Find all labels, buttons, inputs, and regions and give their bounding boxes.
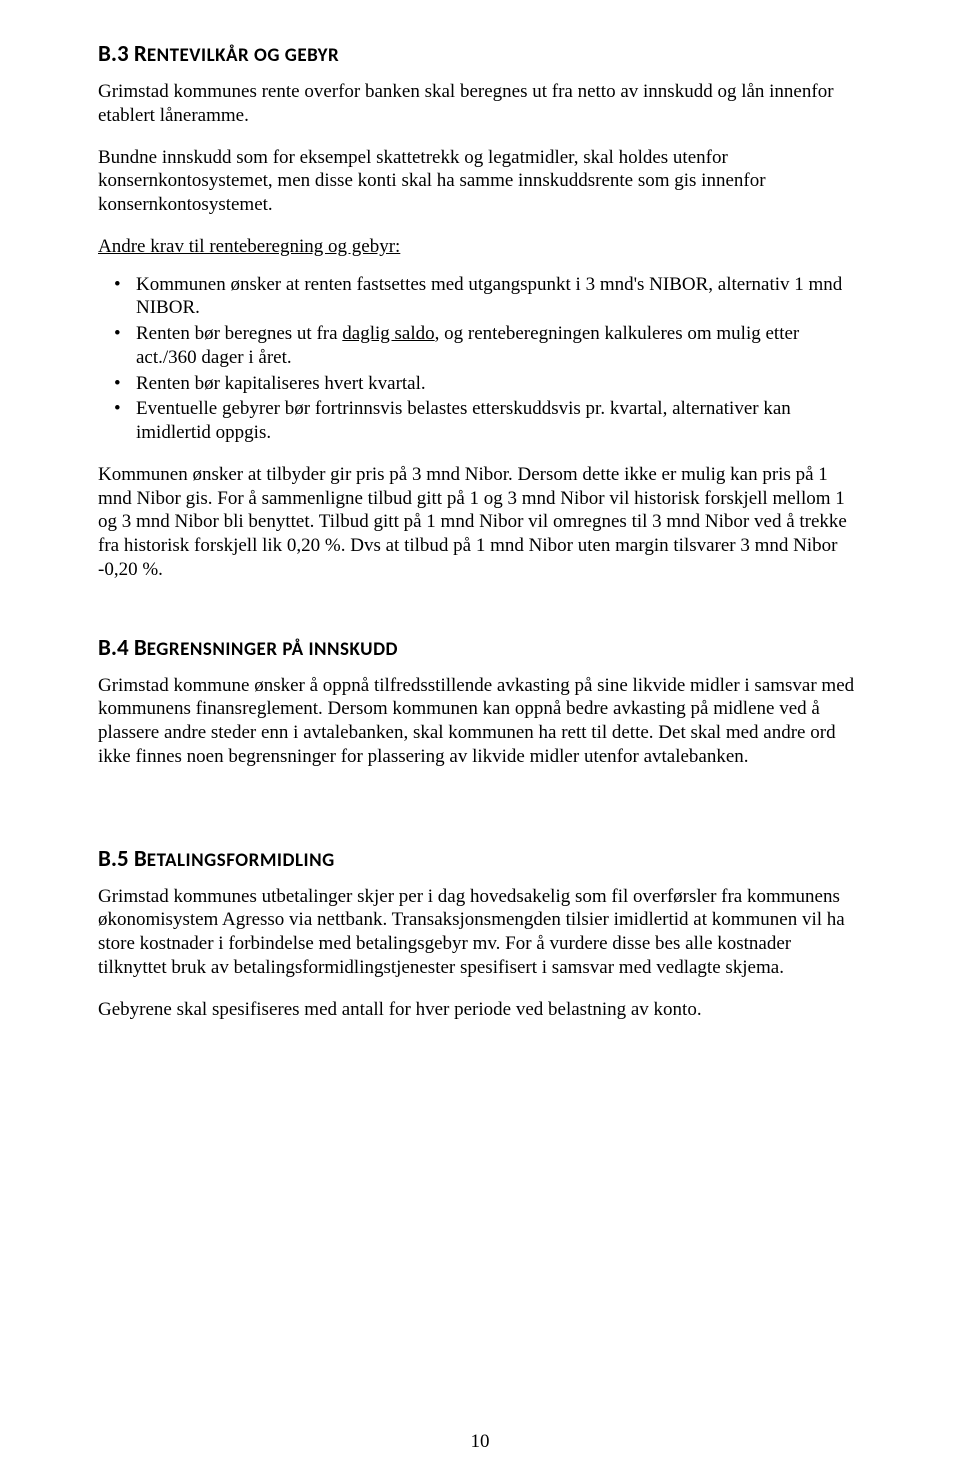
list-item: Renten bør beregnes ut fra daglig saldo,… (98, 322, 862, 370)
section-b3-bullets: Kommunen ønsker at renten fastsettes med… (98, 273, 862, 445)
section-b3-heading: B.3 RENTEVILKÅR OG GEBYR (98, 40, 862, 68)
heading-major: B.5 B (98, 845, 147, 873)
section-b3-p1: Grimstad kommunes rente overfor banken s… (98, 80, 862, 128)
list-item: Renten bør kapitaliseres hvert kvartal. (98, 372, 862, 396)
section-gap (98, 787, 862, 845)
heading-major: B.3 R (98, 40, 147, 68)
bullet-text-pre: Renten bør beregnes ut fra (136, 323, 342, 344)
heading-major: B.4 B (98, 634, 147, 662)
section-b3-p3: Andre krav til renteberegning og gebyr: (98, 235, 862, 259)
section-b4-heading: B.4 BEGRENSNINGER PÅ INNSKUDD (98, 634, 862, 662)
bullet-text: Kommunen ønsker at renten fastsettes med… (136, 274, 842, 319)
heading-minor: ETALINGSFORMIDLING (147, 849, 335, 872)
page-number: 10 (0, 1431, 960, 1453)
section-b3-p4: Kommunen ønsker at tilbyder gir pris på … (98, 463, 862, 582)
section-b5-heading: B.5 BETALINGSFORMIDLING (98, 845, 862, 873)
document-page: B.3 RENTEVILKÅR OG GEBYR Grimstad kommun… (0, 0, 960, 1481)
bullet-text-underlined: daglig saldo (342, 323, 434, 344)
section-gap (98, 600, 862, 634)
heading-minor: ENTEVILKÅR OG GEBYR (147, 44, 339, 67)
section-b5-p2: Gebyrene skal spesifiseres med antall fo… (98, 998, 862, 1022)
bullet-text: Eventuelle gebyrer bør fortrinnsvis bela… (136, 398, 791, 443)
section-b4-p1: Grimstad kommune ønsker å oppnå tilfreds… (98, 674, 862, 769)
bullet-text: Renten bør kapitaliseres hvert kvartal. (136, 373, 426, 394)
section-b3-p2: Bundne innskudd som for eksempel skattet… (98, 146, 862, 217)
section-b5-p1: Grimstad kommunes utbetalinger skjer per… (98, 885, 862, 980)
heading-minor: EGRENSNINGER PÅ INNSKUDD (147, 638, 398, 661)
list-item: Kommunen ønsker at renten fastsettes med… (98, 273, 862, 321)
list-item: Eventuelle gebyrer bør fortrinnsvis bela… (98, 397, 862, 445)
section-b3-p3-text: Andre krav til renteberegning og gebyr: (98, 236, 400, 257)
